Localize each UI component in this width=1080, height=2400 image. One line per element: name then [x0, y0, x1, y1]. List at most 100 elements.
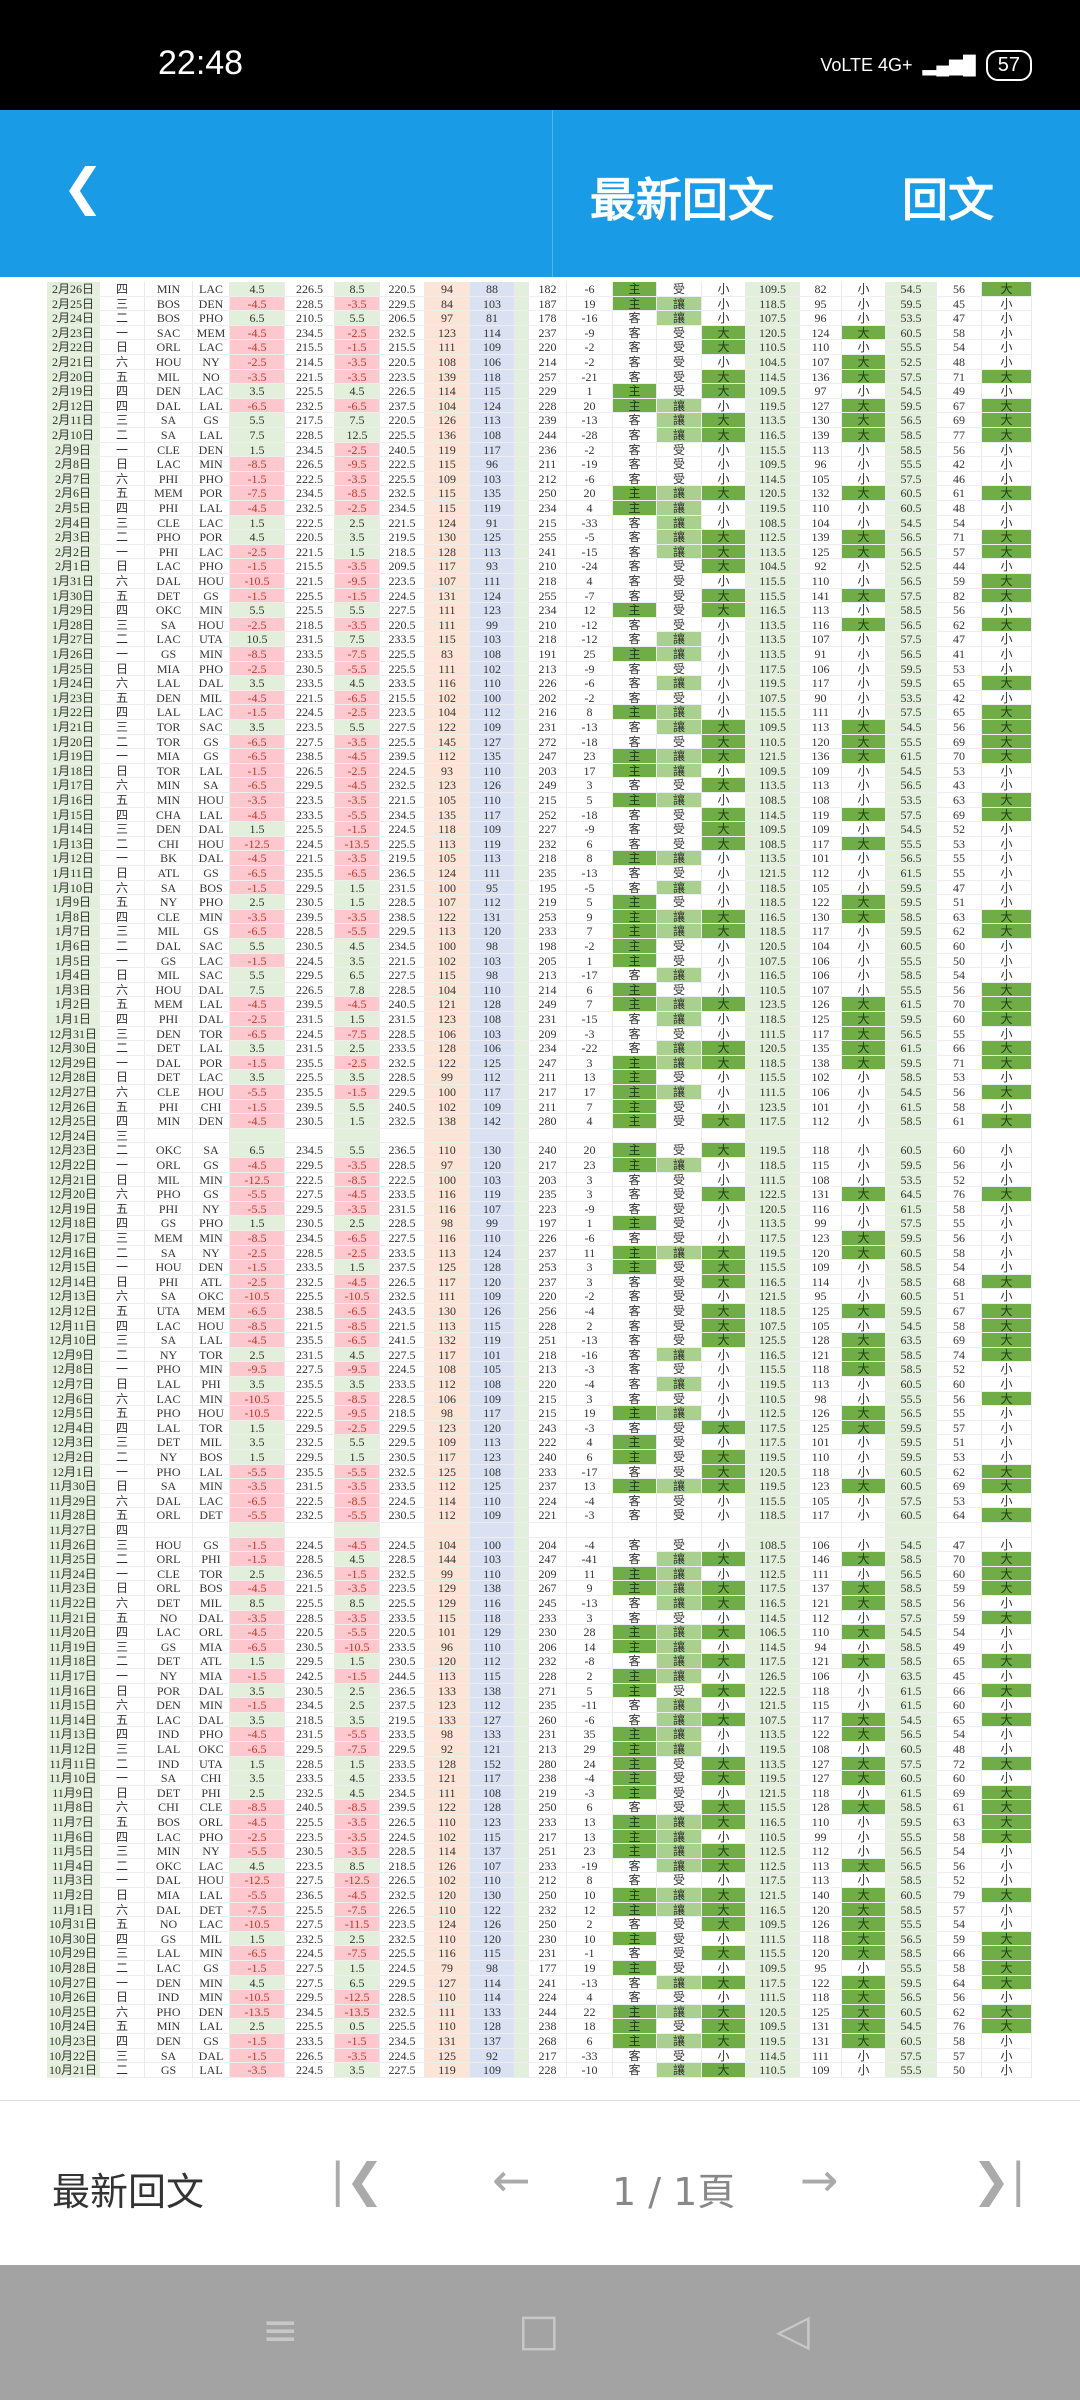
table-row: 1月26日一 GS MIN -8.5 233.5 -7.5 225.5 83 108 191 25 主… — [47, 647, 1032, 662]
cell-spacer — [515, 1055, 529, 1071]
cell-margin: 7 — [567, 924, 613, 939]
cell-quarter-ou: 小 — [982, 1990, 1032, 2005]
cell-away-team: IND — [145, 1756, 193, 1772]
cell-winner-side: 主 — [613, 486, 657, 501]
cell-quarter-line: 52.5 — [886, 355, 937, 370]
cell-spacer — [515, 1187, 529, 1202]
cell-half-line: 121.5 — [746, 749, 800, 764]
cell-weekday: 二 — [100, 1756, 145, 1772]
cell-quarter-ou: 小 — [982, 1917, 1032, 1932]
cell-over-under: 小 — [702, 705, 746, 720]
cell-quarter-score: 51 — [937, 1289, 982, 1304]
cell-away-team: MIL — [145, 968, 193, 983]
cell-spread-open: -6.5 — [230, 778, 285, 793]
cell-spacer — [515, 1026, 529, 1042]
cell-margin: 17 — [567, 763, 613, 779]
cell-away-team: NY — [145, 1450, 193, 1465]
cell-away-score: 131 — [425, 588, 470, 604]
cell-away-score: 107 — [425, 895, 470, 910]
cell-total-open: 235.5 — [285, 1085, 335, 1100]
cell-quarter-ou: 大 — [982, 1815, 1032, 1830]
cell-over-under: 小 — [702, 1026, 746, 1042]
back-icon[interactable]: ❮ — [62, 158, 104, 216]
cell-total-close: 229.5 — [380, 296, 425, 312]
cell-half-ou: 大 — [842, 1362, 886, 1377]
cell-total-close: 233.5 — [380, 632, 425, 647]
cell-cover-result: 受 — [657, 2019, 702, 2034]
cell-quarter-ou: 小 — [982, 661, 1032, 677]
cell-half-line — [746, 1128, 800, 1144]
cell-winner-side: 客 — [613, 632, 657, 647]
cell-total-score: 239 — [529, 413, 567, 428]
cell-margin: -16 — [567, 1347, 613, 1363]
cell-spacer — [515, 1333, 529, 1348]
cell-away-team: SA — [145, 413, 193, 428]
cell-half-ou: 小 — [842, 442, 886, 458]
cell-away-score: 102 — [425, 690, 470, 706]
first-page-icon[interactable]: |❮ — [330, 2153, 385, 2207]
cell-quarter-score: 66 — [937, 1041, 982, 1056]
cell-margin: -3 — [567, 1508, 613, 1523]
cell-quarter-ou: 小 — [982, 851, 1032, 866]
cell-half-ou: 大 — [842, 1581, 886, 1596]
cell-home-score: 125 — [470, 530, 515, 545]
cell-total-open: 229.5 — [285, 1990, 335, 2005]
cell-spread-open: -4.5 — [230, 296, 285, 312]
menu-icon[interactable]: ≡ — [262, 2305, 299, 2356]
cell-quarter-score: 56 — [937, 603, 982, 618]
cell-half-line: 115.5 — [746, 1493, 800, 1509]
cell-weekday: 四 — [100, 501, 145, 516]
cell-over-under: 小 — [702, 1435, 746, 1450]
cell-quarter-score: 42 — [937, 457, 982, 472]
cell-quarter-ou: 小 — [982, 968, 1032, 983]
cell-spacer — [515, 968, 529, 983]
cell-quarter-line: 58.5 — [886, 1902, 937, 1918]
cell-half-ou: 大 — [842, 749, 886, 764]
cell-cover-result: 讓 — [657, 1596, 702, 1611]
cell-total-open: 227.5 — [285, 1917, 335, 1932]
cell-quarter-line: 60.5 — [886, 501, 937, 516]
back-nav-icon[interactable]: ◁ — [776, 2305, 810, 2356]
home-icon[interactable]: □ — [518, 2305, 560, 2356]
cell-home-team: POR — [193, 1055, 230, 1071]
cell-winner-side: 主 — [613, 1070, 657, 1085]
cell-home-score: 109 — [470, 822, 515, 837]
cell-home-team: MIN — [193, 1479, 230, 1494]
cell-total-score: 206 — [529, 1639, 567, 1655]
cell-quarter-score: 76 — [937, 1187, 982, 1202]
cell-spacer — [515, 1931, 529, 1947]
cell-weekday: 一 — [100, 1464, 145, 1480]
cell-away-score: 116 — [425, 1187, 470, 1202]
cell-half-score: 118 — [800, 1464, 842, 1480]
cell-home-team: HOU — [193, 1318, 230, 1334]
cell-total-close: 225.5 — [380, 734, 425, 750]
cell-date: 1月3日 — [47, 982, 100, 998]
cell-home-team: GS — [193, 1537, 230, 1553]
cell-spread-close: -2.5 — [335, 1055, 380, 1071]
cell-half-ou: 小 — [842, 1435, 886, 1450]
cell-margin: 8 — [567, 851, 613, 866]
cell-weekday: 五 — [100, 2019, 145, 2034]
cell-quarter-ou: 小 — [982, 559, 1032, 574]
cell-winner-side: 客 — [613, 340, 657, 355]
cell-spacer — [515, 413, 529, 428]
cell-quarter-line: 58.5 — [886, 1873, 937, 1888]
cell-spread-open: -6.5 — [230, 1946, 285, 1961]
cell-home-team: LAL — [193, 398, 230, 414]
cell-away-score: 118 — [425, 822, 470, 837]
cell-quarter-score: 55 — [937, 1216, 982, 1231]
cell-total-close: 229.5 — [380, 1975, 425, 1991]
cell-weekday: 日 — [100, 763, 145, 779]
cell-away-team: CHI — [145, 836, 193, 852]
cell-cover-result: 讓 — [657, 1815, 702, 1830]
cell-quarter-score: 60 — [937, 1377, 982, 1392]
cell-half-ou: 小 — [842, 1274, 886, 1290]
header-reply-button[interactable]: 回文 — [902, 173, 994, 227]
cell-spread-close: 5.5 — [335, 1435, 380, 1450]
cell-cover-result: 受 — [657, 1333, 702, 1348]
cell-cover-result: 讓 — [657, 763, 702, 779]
page-indicator[interactable]: 1 / 1頁 — [612, 2170, 736, 2214]
last-page-icon[interactable]: ❯| — [972, 2153, 1027, 2207]
prev-page-icon[interactable]: ← — [492, 2153, 531, 2207]
next-page-icon[interactable]: → — [800, 2153, 839, 2207]
